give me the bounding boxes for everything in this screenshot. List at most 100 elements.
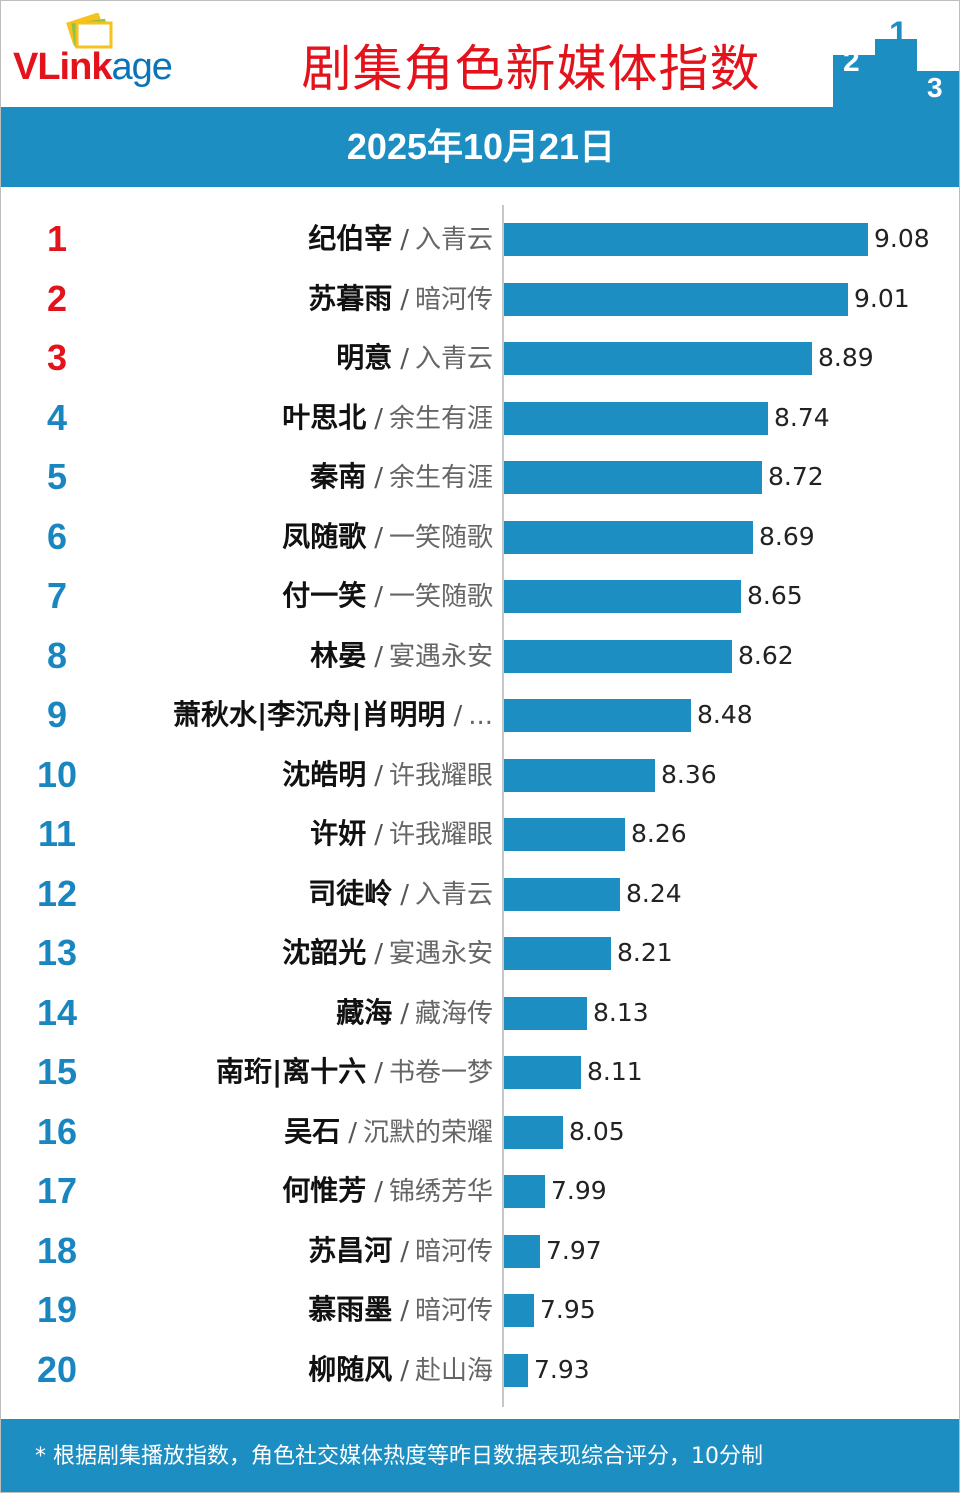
chart-row: 19 慕雨墨 / 暗河传 7.95 [1,1280,959,1340]
character-name: 付一笑 [282,579,367,612]
label-separator: / [400,879,409,910]
drama-title: 许我耀眼 [388,760,493,791]
rank-number: 13 [36,932,78,973]
data-label: 8.72 [768,462,824,491]
rank-number: 15 [36,1051,78,1092]
podium-icon: 2 1 3 [833,15,959,107]
logo-text-vlink: VLink [13,46,112,88]
drama-title: 沉默的荣耀 [362,1117,493,1148]
character-name: 纪伯宰 [308,222,393,255]
label-separator: / [374,1177,383,1207]
tick-label: 林晏 / 宴遇永安 [310,626,493,686]
drama-title: ... [468,701,493,731]
chart-row: 16 吴石 / 沉默的荣耀 8.05 [1,1102,959,1162]
bar-chart: 1 纪伯宰 / 入青云 9.08 2 苏暮雨 / 暗河传 9.01 3 明意 / 入青云 8.89 4 叶思北 /… [1,187,959,1417]
tick-label: 沈皓明 / 许我耀眼 [282,745,493,805]
chart-row: 4 叶思北 / 余生有涯 8.74 [1,388,959,448]
rank-number: 20 [36,1348,78,1390]
drama-title: 入青云 [414,225,493,255]
tick-label: 纪伯宰 / 入青云 [308,209,493,269]
rank-number: 17 [36,1170,78,1211]
character-name: 慕雨墨 [308,1293,393,1326]
tick-label: 秦南 / 余生有涯 [310,447,493,507]
character-name: 柳随风 [308,1352,393,1386]
data-label: 7.93 [534,1354,590,1384]
bar [504,223,868,256]
character-name: 叶思北 [282,400,367,434]
tick-label: 苏暮雨 / 暗河传 [308,269,493,329]
vlinkage-logo: VLinkage [13,13,173,89]
chart-row: 6 凤随歌 / 一笑随歌 8.69 [1,507,959,567]
bar [504,282,848,316]
rank-number: 5 [46,456,68,497]
chart-row: 1 纪伯宰 / 入青云 9.08 [1,209,959,269]
chart-row: 15 南珩|离十六 / 书卷一梦 8.11 [1,1042,959,1102]
bar [504,758,655,792]
tick-label: 沈韶光 / 宴遇永安 [282,923,493,983]
data-label: 8.21 [617,938,673,967]
chart-row: 11 许妍 / 许我耀眼 8.26 [1,804,959,864]
drama-title: 余生有涯 [388,463,493,493]
chart-row: 17 何惟芳 / 锦绣芳华 7.99 [1,1161,959,1221]
bar [504,342,812,375]
bar [504,699,691,732]
data-label: 8.74 [774,402,830,432]
character-name: 林晏 [310,638,367,672]
chart-row: 14 藏海 / 藏海传 8.13 [1,983,959,1043]
data-label: 7.97 [546,1235,602,1265]
tick-label: 明意 / 入青云 [336,328,493,388]
label-separator: / [374,1058,383,1088]
tick-label: 凤随歌 / 一笑随歌 [282,507,493,567]
label-separator: / [374,463,383,493]
chart-row: 2 苏暮雨 / 暗河传 9.01 [1,269,959,329]
data-label: 9.08 [874,224,930,253]
label-separator: / [400,1355,409,1386]
data-label: 7.95 [540,1295,596,1324]
data-label: 9.01 [854,283,910,313]
character-name: 沈韶光 [282,936,367,969]
data-label: 8.05 [569,1116,625,1146]
label-separator: / [374,760,383,791]
rank-number: 11 [37,813,77,854]
chart-row: 12 司徒岭 / 入青云 8.24 [1,864,959,924]
drama-title: 一笑随歌 [388,582,493,612]
page-title: 剧集角色新媒体指数 [301,40,761,98]
tick-label: 藏海 / 藏海传 [336,983,493,1043]
footer-banner: * 根据剧集播放指数，角色社交媒体热度等昨日数据表现综合评分，10分制 [1,1419,959,1492]
date-banner: 2025年10月21日 [1,107,959,187]
character-name: 明意 [336,341,393,374]
label-separator: / [374,820,383,850]
rank-number: 16 [36,1110,78,1152]
data-label: 8.13 [593,997,649,1027]
label-separator: / [400,998,409,1029]
rank-number: 8 [46,634,68,676]
rank-number: 9 [46,694,68,735]
character-name: 南珩|离十六 [215,1055,367,1088]
data-label: 8.65 [747,581,803,610]
character-name: 藏海 [336,995,393,1029]
data-label: 7.99 [551,1176,607,1205]
chart-row: 9 萧秋水|李沉舟|肖明明 /... 8.48 [1,685,959,745]
rank-number: 7 [46,575,68,616]
label-separator: / [374,939,383,969]
bar [504,877,620,911]
rank-number: 6 [46,515,68,557]
tick-label: 萧秋水|李沉舟|肖明明 /... [173,685,493,745]
bar [504,1115,563,1149]
drama-title: 暗河传 [414,1236,493,1267]
bar [504,1056,581,1089]
tick-label: 吴石 / 沉默的荣耀 [284,1102,493,1162]
character-name: 萧秋水|李沉舟|肖明明 [172,698,446,731]
drama-title: 暗河传 [414,1296,493,1326]
character-name: 许妍 [310,817,367,850]
tick-label: 许妍 / 许我耀眼 [310,804,493,864]
bar [504,1234,540,1268]
tick-label: 柳随风 / 赴山海 [308,1340,493,1400]
character-name: 吴石 [284,1114,341,1148]
tick-label: 何惟芳 / 锦绣芳华 [282,1161,493,1221]
bar [504,520,753,554]
logo-cards-icon [66,13,113,49]
rank-number: 14 [36,991,78,1033]
drama-title: 书卷一梦 [388,1058,493,1088]
tick-label: 司徒岭 / 入青云 [308,864,493,924]
